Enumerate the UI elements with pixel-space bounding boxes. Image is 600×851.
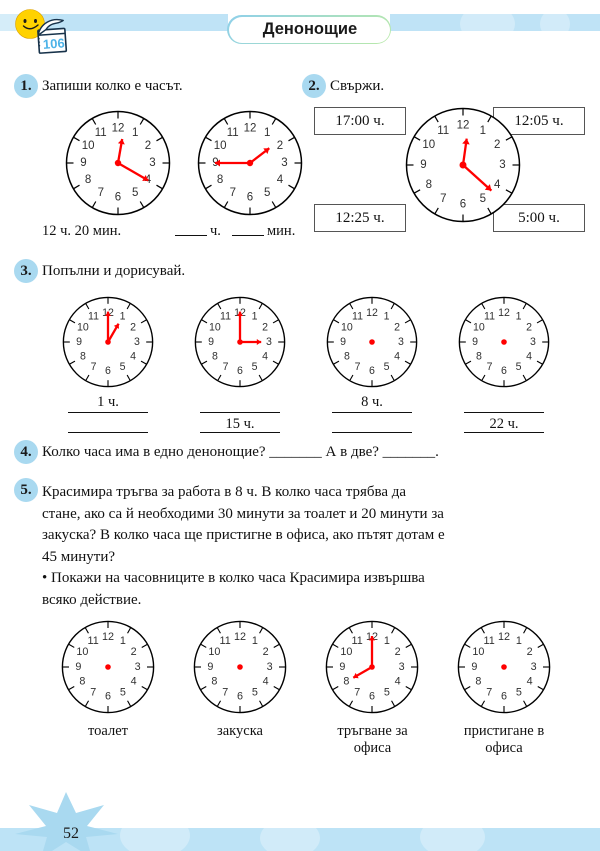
svg-text:106: 106 [42,35,65,51]
svg-text:52: 52 [63,825,79,842]
